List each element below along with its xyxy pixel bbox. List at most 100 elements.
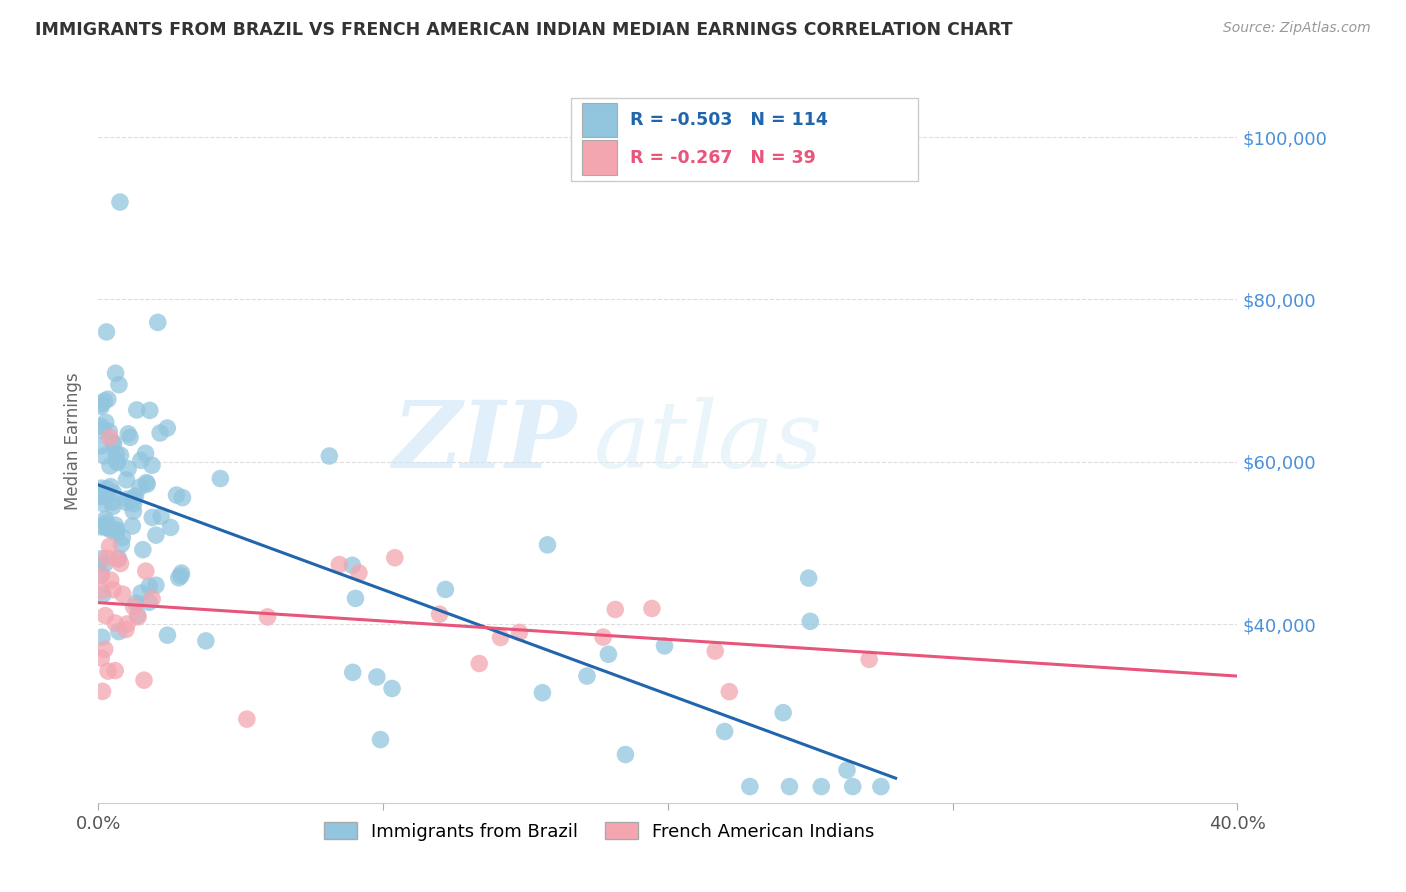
- Point: [738, 780, 761, 794]
- Point: [194, 633, 217, 648]
- Point: [107, 552, 129, 566]
- Point: [90, 551, 112, 566]
- Point: [94, 608, 117, 623]
- Point: [93, 394, 115, 409]
- Point: [105, 447, 128, 461]
- Point: [96, 482, 118, 496]
- Point: [103, 486, 125, 500]
- Point: [120, 430, 142, 444]
- Point: [858, 652, 880, 666]
- Point: [110, 557, 132, 571]
- Point: [641, 601, 664, 615]
- Point: [468, 657, 491, 671]
- Point: [434, 582, 457, 597]
- Point: [117, 491, 139, 506]
- Text: Source: ZipAtlas.com: Source: ZipAtlas.com: [1223, 21, 1371, 35]
- Point: [122, 497, 145, 511]
- Point: [772, 706, 794, 720]
- Legend: Immigrants from Brazil, French American Indians: Immigrants from Brazil, French American …: [318, 815, 882, 848]
- Point: [105, 523, 128, 537]
- Point: [598, 648, 620, 662]
- Point: [575, 669, 598, 683]
- Point: [121, 519, 143, 533]
- Point: [101, 435, 124, 450]
- Point: [90, 419, 112, 434]
- Point: [108, 195, 131, 210]
- Point: [103, 437, 125, 451]
- Point: [166, 488, 188, 502]
- Point: [150, 509, 173, 524]
- Point: [104, 615, 127, 630]
- Point: [94, 485, 117, 500]
- Point: [97, 392, 120, 407]
- Point: [96, 516, 118, 530]
- Point: [96, 521, 118, 535]
- Point: [159, 520, 181, 534]
- Point: [101, 582, 124, 597]
- Point: [115, 616, 138, 631]
- Point: [870, 780, 893, 794]
- Point: [90, 520, 112, 534]
- Point: [90, 490, 112, 504]
- Point: [94, 512, 117, 526]
- Point: [108, 624, 131, 639]
- Point: [138, 595, 160, 609]
- Point: [107, 551, 129, 566]
- Point: [797, 571, 820, 585]
- Point: [128, 480, 150, 494]
- Point: [592, 630, 614, 644]
- Point: [132, 542, 155, 557]
- Point: [135, 564, 157, 578]
- Point: [531, 686, 554, 700]
- FancyBboxPatch shape: [571, 98, 918, 181]
- Point: [156, 628, 179, 642]
- Point: [98, 458, 121, 473]
- Point: [713, 724, 735, 739]
- Point: [127, 608, 149, 623]
- Point: [101, 495, 124, 509]
- Point: [135, 475, 157, 490]
- Point: [91, 423, 114, 437]
- Point: [90, 567, 112, 582]
- Point: [98, 430, 121, 444]
- Point: [172, 491, 194, 505]
- Point: [90, 439, 112, 453]
- Point: [135, 446, 157, 460]
- Point: [605, 602, 627, 616]
- Point: [124, 489, 146, 503]
- Point: [149, 425, 172, 440]
- Point: [799, 615, 821, 629]
- Point: [111, 531, 134, 545]
- Point: [122, 504, 145, 518]
- Point: [93, 519, 115, 533]
- Point: [342, 558, 364, 573]
- Point: [90, 568, 112, 582]
- FancyBboxPatch shape: [582, 103, 617, 137]
- Point: [429, 607, 451, 622]
- Y-axis label: Median Earnings: Median Earnings: [65, 373, 83, 510]
- Point: [704, 644, 727, 658]
- Point: [141, 591, 163, 606]
- Point: [328, 558, 350, 572]
- Point: [105, 525, 128, 540]
- Point: [129, 586, 152, 600]
- Point: [93, 497, 115, 511]
- Point: [489, 631, 512, 645]
- Point: [98, 523, 121, 537]
- Point: [97, 664, 120, 678]
- Point: [779, 780, 801, 794]
- Point: [384, 550, 406, 565]
- Point: [718, 684, 741, 698]
- Text: IMMIGRANTS FROM BRAZIL VS FRENCH AMERICAN INDIAN MEDIAN EARNINGS CORRELATION CHA: IMMIGRANTS FROM BRAZIL VS FRENCH AMERICA…: [35, 21, 1012, 38]
- Point: [100, 480, 122, 494]
- Point: [115, 495, 138, 509]
- Point: [145, 528, 167, 542]
- Point: [842, 780, 865, 794]
- Point: [125, 596, 148, 610]
- Point: [115, 623, 138, 637]
- Point: [835, 763, 858, 777]
- Point: [129, 453, 152, 467]
- Point: [125, 403, 148, 417]
- Point: [108, 377, 131, 392]
- Point: [100, 573, 122, 587]
